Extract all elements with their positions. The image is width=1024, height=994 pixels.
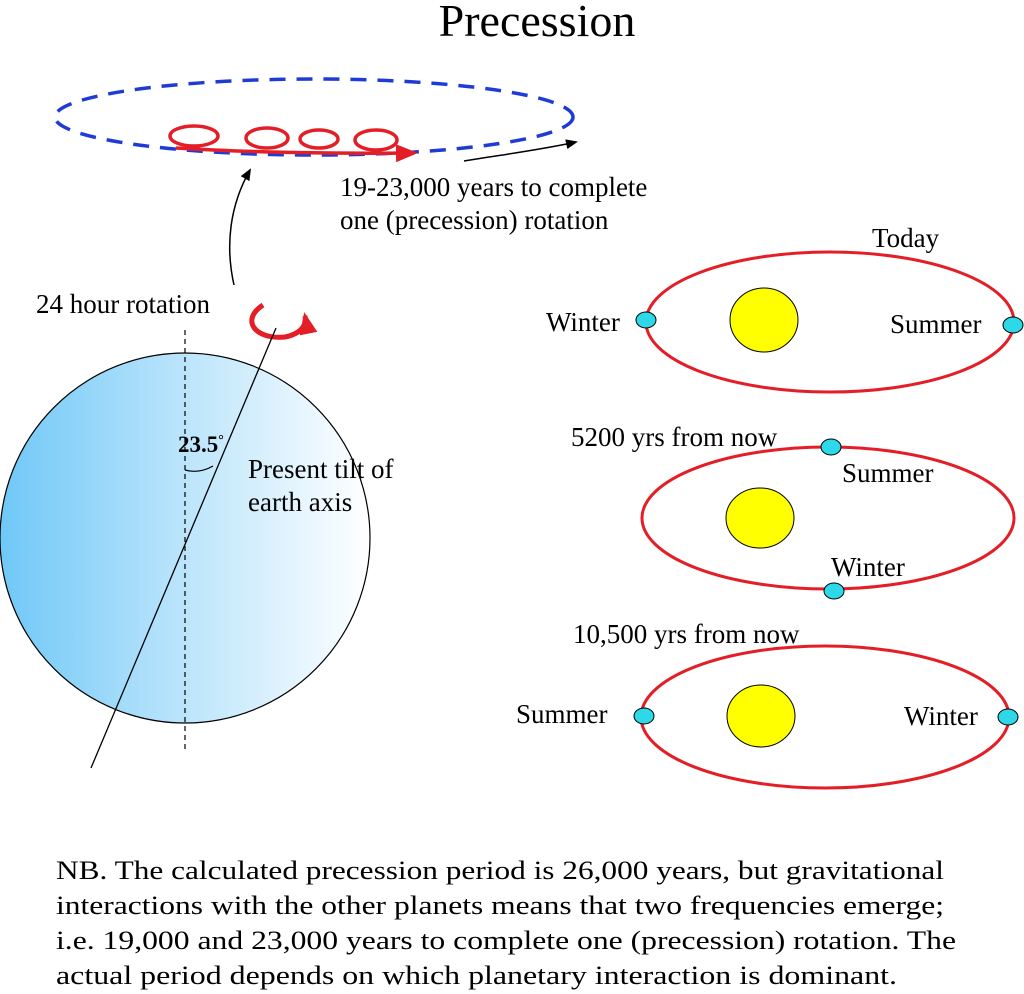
orbit-today-heading: Today xyxy=(872,223,940,253)
earth-marker-summer xyxy=(633,707,655,725)
precession-orbit-dashed xyxy=(53,77,575,157)
rotation-arrow-icon xyxy=(249,302,318,340)
tilt-label-line1: Present tilt of xyxy=(248,454,393,484)
note-line-3: i.e. 19,000 and 23,000 years to complete… xyxy=(56,925,956,955)
tilt-label-line2: earth axis xyxy=(248,487,352,517)
tilt-angle-arc xyxy=(184,465,214,472)
orbit-5200-heading: 5200 yrs from now xyxy=(571,422,778,452)
orbit-10500-heading: 10,500 yrs from now xyxy=(573,619,800,649)
precession-caption-line1: 19-23,000 years to complete xyxy=(340,172,647,202)
orbit-today-summer-label: Summer xyxy=(890,309,982,339)
wobble-path-arrow xyxy=(175,144,418,163)
note-line-2: interactions with the other planets mean… xyxy=(56,890,944,920)
earth-marker-summer xyxy=(1002,316,1024,334)
note-line-4: actual period depends on which planetary… xyxy=(56,960,897,990)
orbit-5200-ellipse xyxy=(640,445,1016,591)
earth-marker-summer xyxy=(820,438,842,456)
note-block: NB. The calculated precession period is … xyxy=(56,855,956,990)
rotation-label: 24 hour rotation xyxy=(36,289,210,319)
earth-marker-winter xyxy=(997,708,1019,726)
tilt-angle-value: 23.5° xyxy=(178,432,224,457)
orbit-5200: 5200 yrs from now Summer Winter xyxy=(571,422,1016,600)
sun-icon xyxy=(726,684,796,748)
orbit-10500-winter-label: Winter xyxy=(904,701,978,731)
earth-marker-winter xyxy=(635,311,657,329)
sun-icon xyxy=(725,487,795,549)
earth-marker-winter xyxy=(823,582,845,600)
orbit-today-winter-label: Winter xyxy=(546,307,620,337)
rotation-link-arrow xyxy=(228,168,251,286)
wobble-loops xyxy=(168,124,399,152)
orbit-5200-winter-label: Winter xyxy=(831,552,905,582)
sun-icon xyxy=(729,287,799,353)
orbit-10500-summer-label: Summer xyxy=(516,699,608,729)
page-title: Precession xyxy=(439,0,636,46)
earth-tilt-axis xyxy=(90,327,277,769)
orbit-5200-summer-label: Summer xyxy=(842,458,934,488)
precession-caption-line2: one (precession) rotation xyxy=(340,205,609,235)
note-line-1: NB. The calculated precession period is … xyxy=(56,855,944,885)
orbit-10500: 10,500 yrs from now Summer Winter xyxy=(516,619,1019,790)
orbit-direction-arrow xyxy=(463,139,578,162)
orbit-today: Today Winter Summer xyxy=(546,223,1024,394)
